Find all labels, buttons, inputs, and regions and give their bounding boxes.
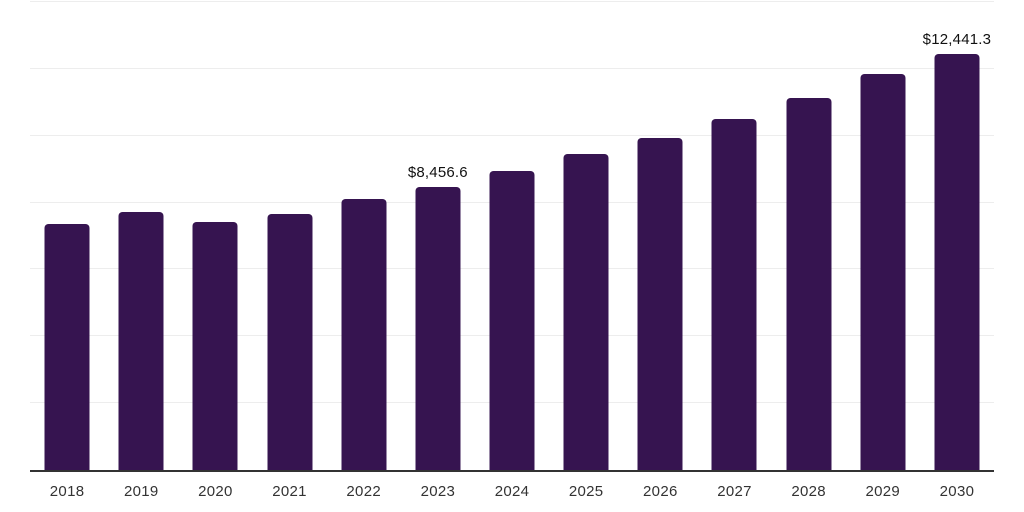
x-tick-2024: 2024	[494, 483, 530, 500]
x-tick-2025: 2025	[568, 483, 604, 500]
bar-value-label-2030: $12,441.3	[922, 31, 992, 49]
bar-2027	[711, 118, 757, 470]
x-tick-2020: 2020	[198, 483, 233, 500]
bar-2018	[44, 223, 90, 470]
bar-2028	[786, 97, 832, 470]
bar-2021	[267, 213, 313, 470]
x-tick-2027: 2027	[717, 483, 752, 500]
x-axis-labels: 2018 2019 2020 2021 2022 2023 2024 2025 2026 2027…	[30, 483, 994, 500]
gridline	[30, 1, 994, 2]
x-tick-2029: 2029	[865, 483, 901, 500]
x-tick-2023: 2023	[420, 483, 456, 500]
x-tick-2021: 2021	[272, 483, 307, 500]
x-tick-2026: 2026	[643, 483, 678, 500]
bar-2023	[415, 187, 461, 470]
x-tick-2019: 2019	[123, 483, 159, 500]
bar-2024	[489, 170, 535, 470]
bar-2029	[860, 74, 906, 470]
plot-area: $8,456.6 $12,441.3	[30, 1, 994, 472]
bar-2019	[118, 211, 164, 470]
gridline	[30, 134, 994, 136]
bar-value-label-2023: $8,456.6	[407, 164, 468, 182]
x-tick-2028: 2028	[791, 483, 826, 500]
bar-2020	[192, 221, 238, 470]
bar-2025	[563, 153, 609, 470]
x-tick-2018: 2018	[49, 483, 85, 500]
bar-2026	[637, 137, 683, 470]
gridline	[30, 67, 994, 69]
bar-2030	[934, 54, 980, 470]
x-tick-2030: 2030	[939, 483, 975, 500]
bar-2022	[341, 198, 387, 470]
x-tick-2022: 2022	[346, 483, 381, 500]
